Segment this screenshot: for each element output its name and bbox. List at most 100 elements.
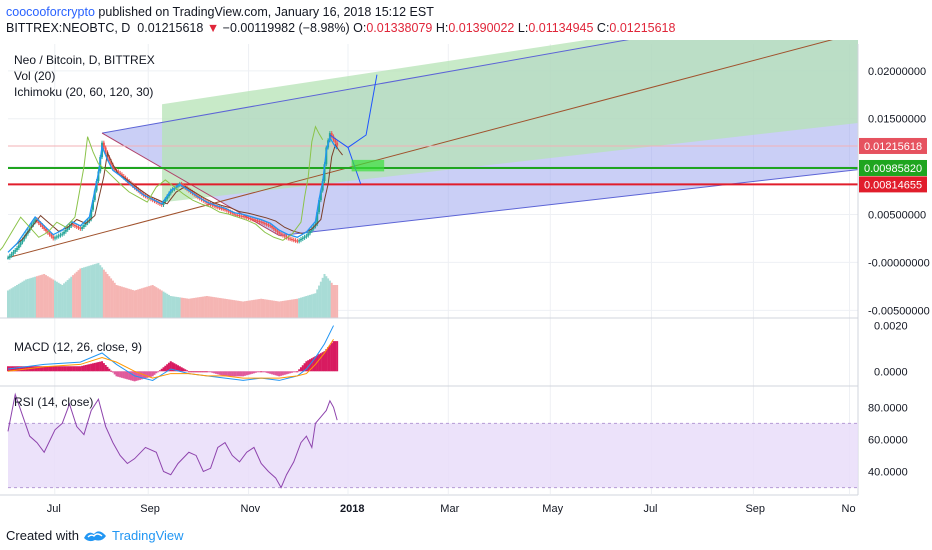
volume-bar-146 (271, 300, 274, 318)
volume-bar-131 (243, 301, 246, 318)
volume-bar-107 (200, 296, 203, 318)
macd-hist-76 (144, 371, 147, 379)
macd-hist-44 (86, 364, 89, 372)
macd-hist-21 (44, 366, 47, 372)
macd-hist-167 (309, 359, 312, 372)
candle-body-37 (73, 225, 76, 227)
candle-body-69 (131, 184, 134, 187)
macd-hist-122 (227, 371, 230, 377)
volume-bar-178 (328, 280, 331, 318)
candle-body-135 (251, 218, 254, 220)
volume-bar-73 (139, 288, 142, 318)
volume-bar-96 (180, 297, 183, 318)
macd-hist-136 (252, 371, 255, 374)
volume-bar-182 (336, 285, 339, 318)
macd-hist-65 (124, 371, 127, 379)
macd-hist-52 (101, 361, 104, 372)
candle-body-46 (90, 209, 93, 220)
macd-hist-177 (327, 347, 330, 372)
candle-body-56 (108, 157, 111, 161)
macd-hist-124 (231, 371, 234, 377)
macd-hist-163 (301, 365, 304, 372)
candle-body-15 (34, 219, 37, 223)
macd-hist-171 (316, 355, 319, 372)
volume-bar-176 (325, 276, 328, 318)
volume-bar-21 (44, 275, 47, 318)
rsi-tick-1: 60.0000 (868, 434, 908, 446)
candle-body-53 (102, 142, 105, 148)
channel-inner-band (162, 40, 858, 203)
volume-bar-137 (254, 299, 257, 318)
candle-body-150 (278, 232, 281, 234)
author-link[interactable]: coocooforcrypto (6, 5, 95, 19)
macd-hist-35 (70, 366, 73, 372)
candle-body-136 (252, 219, 255, 221)
rsi-pane (7, 392, 858, 489)
volume-bar-122 (227, 299, 230, 318)
macd-hist-110 (205, 371, 208, 373)
volume-bar-40 (79, 268, 82, 318)
macd-hist-133 (247, 371, 250, 375)
candle-body-130 (242, 216, 245, 218)
candle-body-173 (319, 190, 322, 201)
volume-bar-141 (262, 299, 264, 318)
candle-body-36 (72, 224, 75, 226)
macd-hist-92 (173, 363, 176, 372)
macd-hist-139 (258, 371, 261, 373)
macd-hist-73 (139, 371, 142, 380)
candle-body-160 (296, 240, 299, 242)
macd-hist-56 (108, 368, 111, 372)
time-tick-3: 2018 (340, 503, 364, 515)
volume-bar-119 (222, 298, 225, 318)
volume-bar-140 (260, 298, 263, 318)
channel-bottom-line (279, 169, 859, 237)
volume-bar-6 (17, 283, 20, 318)
macd-hist-98 (184, 369, 187, 372)
macd-hist-152 (281, 371, 284, 376)
created-with-text: Created with (6, 528, 79, 543)
price-tick-4: -0.00000000 (868, 257, 930, 269)
macd-hist-176 (325, 349, 328, 372)
volume-bar-109 (204, 296, 207, 318)
macd-hist-6 (17, 366, 20, 372)
volume-bar-88 (166, 293, 169, 318)
volume-bar-35 (70, 276, 73, 318)
volume-bar-23 (48, 277, 51, 318)
candle-body-3 (12, 251, 15, 254)
candle-body-156 (289, 238, 292, 240)
macd-hist-50 (97, 362, 100, 372)
volume-bar-93 (175, 296, 178, 318)
price-tag-bg-0 (859, 137, 927, 154)
projection-target-box (351, 159, 385, 172)
volume-bar-64 (122, 287, 125, 318)
macd-hist-144 (267, 371, 270, 374)
volume-bar-167 (309, 294, 312, 318)
volume-bar-19 (41, 274, 44, 318)
macd-signal-line (7, 339, 334, 379)
candle-body-14 (32, 222, 35, 226)
chart-canvas[interactable]: 0.020000000.015000000.010000000.00500000… (0, 40, 932, 522)
candle-body-128 (238, 215, 241, 217)
volume-bar-163 (301, 297, 304, 318)
volume-bar-4 (14, 286, 17, 318)
volume-bar-174 (321, 277, 324, 318)
candle-body-70 (133, 186, 136, 188)
candle-body-134 (249, 218, 252, 220)
macd-hist-160 (296, 371, 299, 373)
channel-median-line (7, 40, 833, 259)
candle-body-27 (55, 236, 58, 238)
volume-bar-127 (236, 300, 239, 318)
volume-bar-156 (289, 299, 292, 318)
macd-hist-165 (305, 361, 308, 372)
candle-body-154 (285, 236, 288, 238)
macd-hist-60 (115, 371, 118, 377)
candle-body-88 (166, 196, 169, 200)
macd-hist-140 (260, 371, 263, 373)
volume-bar-162 (299, 297, 302, 318)
volume-bar-70 (133, 290, 136, 318)
volume-bar-54 (104, 271, 107, 318)
price-tag-0: 0.01215618 (864, 141, 922, 153)
tradingview-brand[interactable]: TradingView (112, 528, 184, 543)
volume-bar-164 (303, 296, 306, 318)
candle-body-35 (70, 224, 73, 227)
